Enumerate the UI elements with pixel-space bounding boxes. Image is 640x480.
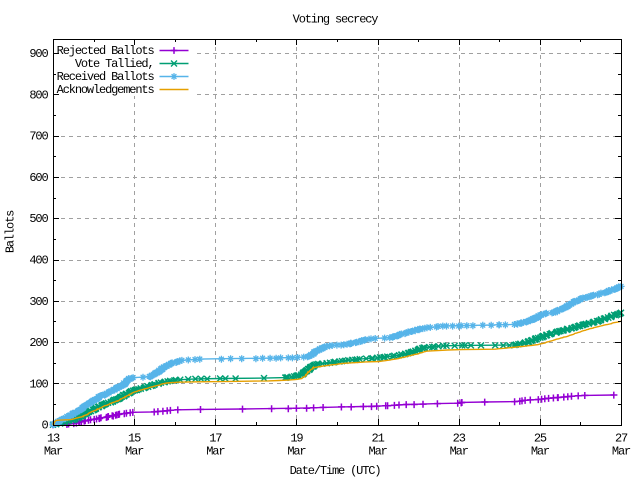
svg-text:Mar: Mar: [125, 445, 144, 459]
svg-text:13: 13: [47, 432, 60, 446]
svg-text:Mar: Mar: [44, 445, 63, 459]
svg-text:19: 19: [290, 432, 303, 446]
svg-text:100: 100: [29, 377, 48, 391]
svg-text:600: 600: [29, 171, 48, 185]
svg-text:Mar: Mar: [369, 445, 388, 459]
svg-text:15: 15: [128, 432, 141, 446]
svg-text:400: 400: [29, 254, 48, 268]
svg-text:25: 25: [534, 432, 547, 446]
svg-text:Mar: Mar: [206, 445, 225, 459]
svg-text:0: 0: [41, 419, 48, 433]
svg-text:Acknowledgements: Acknowledgements: [57, 83, 155, 97]
svg-text:Vote Tallied,: Vote Tallied,: [75, 57, 154, 71]
svg-text:300: 300: [29, 295, 48, 309]
svg-text:17: 17: [209, 432, 222, 446]
svg-text:Date/Time (UTC): Date/Time (UTC): [290, 464, 381, 478]
svg-text:Received Ballots: Received Ballots: [57, 70, 155, 84]
svg-text:21: 21: [372, 432, 385, 446]
svg-text:800: 800: [29, 88, 48, 102]
svg-text:500: 500: [29, 212, 48, 226]
svg-text:23: 23: [453, 432, 466, 446]
svg-text:Voting secrecy: Voting secrecy: [293, 13, 379, 27]
svg-text:27: 27: [615, 432, 628, 446]
svg-text:Mar: Mar: [531, 445, 550, 459]
svg-text:Mar: Mar: [450, 445, 469, 459]
svg-text:900: 900: [29, 47, 48, 61]
svg-text:200: 200: [29, 336, 48, 350]
svg-text:Ballots: Ballots: [4, 210, 18, 253]
svg-text:700: 700: [29, 130, 48, 144]
svg-text:Mar: Mar: [287, 445, 306, 459]
svg-text:Mar: Mar: [612, 445, 631, 459]
svg-text:Rejected Ballots: Rejected Ballots: [57, 44, 155, 58]
